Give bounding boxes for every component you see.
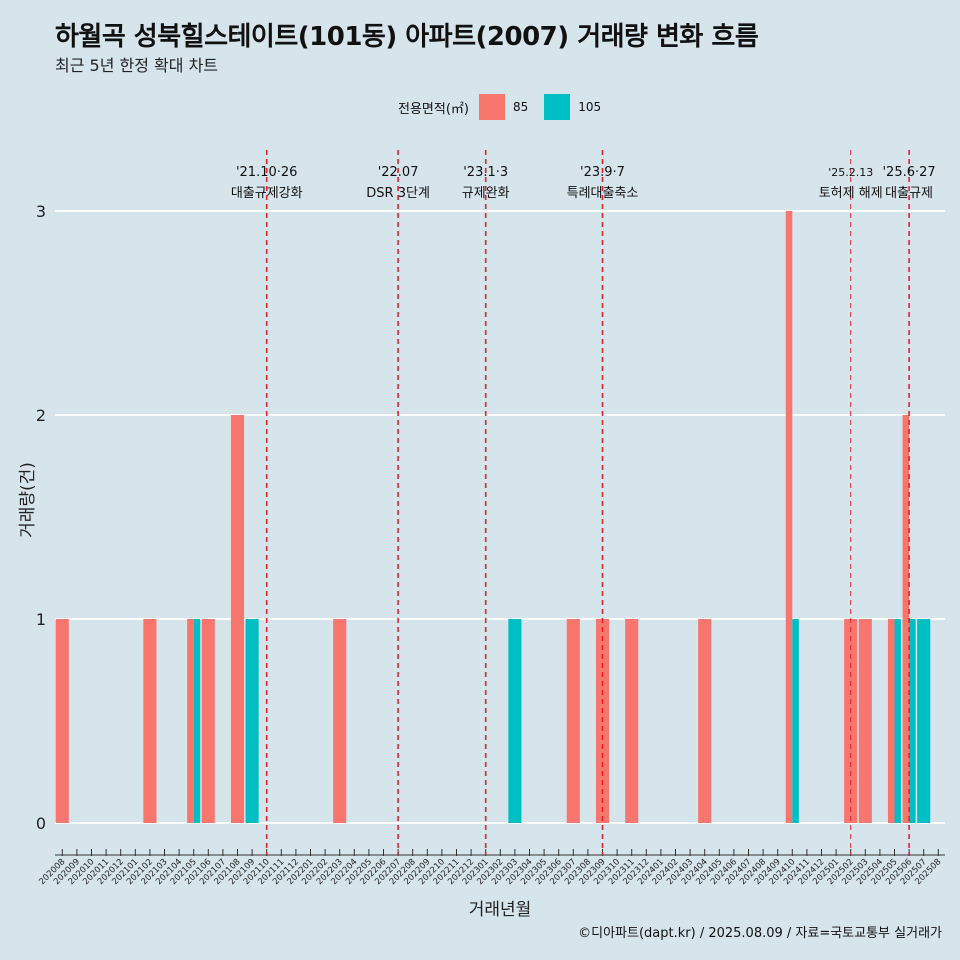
- bar-105: [909, 619, 916, 823]
- chart-title: 하월곡 성북힐스테이트(101동) 아파트(2007) 거래량 변화 흐름: [55, 22, 759, 52]
- bar-105: [894, 619, 902, 823]
- y-tick-label: 2: [36, 406, 46, 425]
- legend: 전용면적(㎡) 85 105: [398, 94, 601, 120]
- caption: ©디아파트(dapt.kr) / 2025.08.09 / 자료=국토교통부 실…: [578, 926, 942, 941]
- legend-label-85: 85: [512, 100, 529, 114]
- y-tick-label: 1: [36, 610, 46, 629]
- event-label: DSR 3단계: [366, 186, 430, 201]
- bar-85: [902, 415, 910, 823]
- chart-subtitle: 최근 5년 한정 확대 차트: [55, 56, 219, 75]
- bar-105: [245, 619, 259, 823]
- bar-85: [230, 415, 245, 823]
- bar-105: [193, 619, 201, 823]
- event-date-label: '23.9·7: [580, 165, 625, 180]
- y-tick-label: 3: [36, 202, 46, 221]
- bar-85: [55, 619, 69, 823]
- legend-key-105: [544, 94, 571, 120]
- bar-85: [887, 619, 895, 823]
- bar-85: [566, 619, 580, 823]
- bar-85: [187, 619, 194, 823]
- bar-85: [201, 619, 215, 823]
- event-label: 대출규제강화: [231, 186, 303, 201]
- event-date-label: '23.1·3: [463, 165, 508, 180]
- y-axis-title: 거래량(건): [18, 462, 38, 538]
- bar-85: [143, 619, 157, 823]
- bar-105: [508, 619, 522, 823]
- legend-title: 전용면적(㎡): [398, 101, 469, 117]
- event-date-label: '21.10·26: [236, 165, 297, 180]
- bar-85: [625, 619, 639, 823]
- bar-85: [858, 619, 872, 823]
- event-date-label: '25.6·27: [882, 165, 935, 180]
- event-label: 규제완화: [462, 186, 510, 201]
- event-label: 특례대출축소: [567, 186, 639, 201]
- bar-85: [333, 619, 347, 823]
- legend-key-85: [478, 94, 505, 120]
- x-axis-title: 거래년월: [469, 900, 532, 920]
- y-tick-label: 0: [36, 814, 46, 833]
- event-label: 대출규제: [885, 186, 933, 201]
- event-label: 토허제 해제: [819, 186, 883, 201]
- legend-label-105: 105: [578, 100, 602, 114]
- event-date-label: '25.2.13: [828, 166, 873, 179]
- bar-105: [917, 619, 931, 823]
- event-date-label: '22.07: [378, 165, 419, 180]
- bar-105: [792, 619, 799, 823]
- bar-85: [698, 619, 712, 823]
- bar-85: [785, 211, 793, 823]
